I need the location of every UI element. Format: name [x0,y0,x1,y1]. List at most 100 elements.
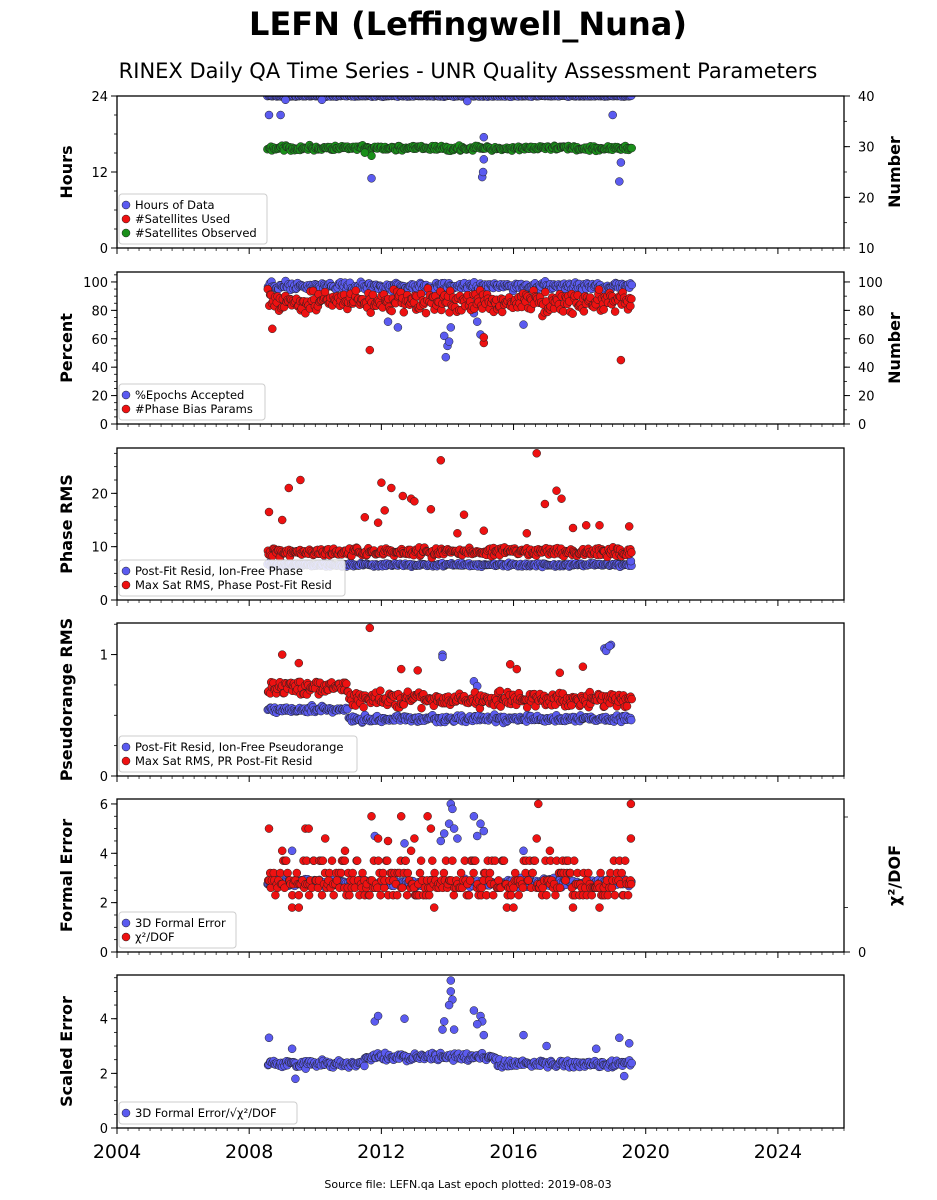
data-point-outlier [446,976,456,985]
data-point [336,868,346,878]
data-point-outlier [608,110,617,120]
y2tick-label: 100 [858,276,883,291]
points-formal [263,799,636,912]
ytick-label: 0 [100,594,108,609]
legend-entry: Post-Fit Resid, Ion-Free Pseudorange [135,740,343,754]
data-point [387,306,396,316]
ytick-label: 4 [100,1013,108,1028]
data-point-outlier [446,987,456,996]
ytick-label: 0 [100,418,108,433]
xtick-label: 2012 [357,1141,405,1163]
data-point-outlier [438,652,447,662]
data-point [469,868,478,878]
data-point-outlier [423,812,432,821]
legend-pseudorange: Post-Fit Resid, Ion-Free PseudorangeMax … [118,735,358,773]
data-point-outlier [522,529,532,538]
data-point [488,890,498,900]
ytick-label: 24 [91,90,108,105]
data-point-outlier [619,1071,629,1081]
data-point-outlier [264,507,274,517]
legend-percent: %Epochs Accepted#Phase Bias Params [118,383,266,421]
data-point-outlier [542,1041,551,1051]
data-point-outlier [296,475,305,485]
data-point [627,548,636,557]
legend-hours: Hours of Data#Satellites Used#Satellites… [118,193,268,245]
data-point [569,856,579,865]
data-point [292,868,302,878]
legend-marker [121,742,131,752]
data-point-outlier [377,478,386,487]
xtick-label: 2008 [225,1141,273,1163]
data-point-outlier [398,491,408,501]
ytick-label: 1 [100,649,108,664]
ytick-label: 12 [91,166,108,181]
data-point [626,301,635,311]
data-point-outlier [277,515,287,525]
data-point-outlier [287,846,297,856]
data-point-outlier [294,903,304,912]
data-point [599,305,608,314]
data-point [541,287,550,297]
data-point [439,868,449,878]
data-point-outlier [459,510,469,519]
data-point-outlier [449,824,459,833]
data-point-outlier [532,449,541,458]
data-point [378,868,388,878]
data-point [522,703,532,712]
data-point-outlier [281,96,290,105]
legend-marker [121,390,131,400]
data-point [497,307,507,317]
data-point [430,868,439,878]
series-percent-1 [263,284,636,365]
data-point-outlier [383,317,393,326]
data-point-outlier [591,1044,601,1054]
data-point [360,1061,369,1071]
ytick-label: 60 [91,333,108,348]
data-point-outlier [410,497,419,506]
data-point [627,280,637,290]
legend-marker [121,200,131,210]
data-point-outlier [581,521,591,530]
data-point-outlier [448,804,457,814]
figure-subtitle: RINEX Daily QA Time Series - UNR Quality… [119,59,818,83]
panel-scaled: 0 2 4 Scaled Error 3D Formal Error/√χ²/DOF [57,974,845,1137]
ylabel-pseudorange: Pseudorange RMS [57,618,76,781]
data-point [551,890,560,900]
data-point-outlier [449,1025,459,1034]
xtick-label: 2004 [93,1141,141,1163]
data-point-outlier [400,1014,409,1023]
legend-marker [121,566,131,576]
data-point-outlier [264,1033,274,1043]
data-point-outlier [317,96,327,105]
ytick-label: 80 [91,304,108,319]
legend-marker [121,918,131,928]
data-point-outlier [624,1039,634,1048]
data-point [626,715,636,725]
data-point-outlier [413,666,422,675]
data-point [465,876,475,885]
data-point [623,890,633,900]
ytick-label: 0 [100,770,108,785]
series-formal-1 [263,799,636,912]
data-point [566,868,575,878]
data-point-outlier [393,323,403,332]
data-point-outlier [557,494,566,503]
data-point-outlier [595,521,604,530]
legend-box [118,1101,298,1125]
data-point-outlier [519,320,528,329]
data-point [622,701,632,711]
points-phase [263,449,636,572]
y2tick-label: 80 [858,304,875,319]
data-point [627,143,636,153]
data-point-outlier [436,456,446,465]
series-scaled-0 [263,976,636,1084]
data-point [417,703,426,713]
data-point [283,868,292,878]
data-point-outlier [476,819,485,828]
data-point-outlier [624,522,634,531]
data-point [281,856,291,865]
data-point [528,868,537,878]
data-point-outlier [479,155,489,164]
